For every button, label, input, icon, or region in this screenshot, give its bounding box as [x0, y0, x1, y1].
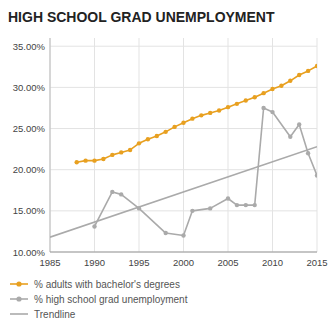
point [261, 106, 265, 110]
point [297, 122, 301, 126]
point [315, 64, 317, 68]
legend-marker [16, 296, 21, 301]
grid-line [228, 38, 229, 252]
x-tick-label: 2010 [262, 257, 283, 268]
point [119, 192, 123, 196]
plot-area [50, 64, 317, 238]
point [155, 134, 159, 138]
grid-line [94, 38, 95, 252]
point [253, 203, 257, 207]
grid [50, 38, 317, 252]
title: HIGH SCHOOL GRAD UNEMPLOYMENT [8, 9, 275, 25]
point [172, 125, 176, 129]
point [306, 151, 310, 155]
point [270, 110, 274, 114]
y-tick-label: 15.00% [13, 205, 46, 216]
grid-line [317, 38, 318, 252]
legend-swatch [10, 313, 28, 315]
point [101, 157, 105, 161]
point [226, 105, 230, 109]
point [235, 102, 239, 106]
point [226, 196, 230, 200]
point [261, 91, 265, 95]
point [137, 141, 141, 145]
x-tick-label: 1995 [128, 257, 149, 268]
legend: % adults with bachelor's degrees % high s… [10, 279, 188, 320]
legend-label: % adults with bachelor's degrees [34, 279, 180, 290]
point [244, 203, 248, 207]
point [92, 158, 96, 162]
point [164, 130, 168, 134]
point [137, 206, 141, 210]
legend-marker [16, 281, 21, 286]
point [208, 206, 212, 210]
point [128, 148, 132, 152]
grid-line [50, 38, 51, 252]
point [279, 84, 283, 88]
y-tick-label: 30.00% [13, 82, 46, 93]
point [199, 113, 203, 117]
point [306, 69, 310, 73]
point [181, 233, 185, 237]
point [288, 135, 292, 139]
point [217, 108, 221, 112]
grid-line [183, 38, 184, 252]
point [181, 121, 185, 125]
point [297, 73, 301, 77]
point [208, 111, 212, 115]
series-line [95, 108, 318, 236]
series-line [77, 66, 317, 162]
legend-label: Trendline [34, 309, 76, 320]
point [288, 79, 292, 83]
x-tick-label: 2005 [217, 257, 238, 268]
point [110, 153, 114, 157]
x-tick-label: 1990 [84, 257, 105, 268]
x-tick-label: 1985 [39, 257, 60, 268]
y-axis-line [50, 38, 51, 252]
chart: HIGH SCHOOL GRAD UNEMPLOYMENT 10.00% 15.00… [0, 0, 329, 329]
point [244, 98, 248, 102]
point [190, 209, 194, 213]
x-axis-line [50, 252, 317, 253]
point [75, 160, 79, 164]
point [110, 190, 114, 194]
point [315, 173, 317, 177]
grid-line [50, 252, 317, 253]
x-tick-label: 2000 [173, 257, 194, 268]
y-tick-label: 20.00% [13, 164, 46, 175]
legend-label: % high school grad unemployment [34, 294, 188, 305]
point [270, 87, 274, 91]
point [235, 203, 239, 207]
point [92, 224, 96, 228]
point [146, 137, 150, 141]
x-tick-label: 2015 [306, 257, 327, 268]
point [190, 116, 194, 120]
point [83, 158, 87, 162]
y-tick-label: 10.00% [13, 247, 46, 258]
point [164, 231, 168, 235]
y-tick-label: 25.00% [13, 123, 46, 134]
y-tick-label: 35.00% [13, 41, 46, 52]
point [119, 150, 123, 154]
point [253, 95, 257, 99]
grid-line [272, 38, 273, 252]
